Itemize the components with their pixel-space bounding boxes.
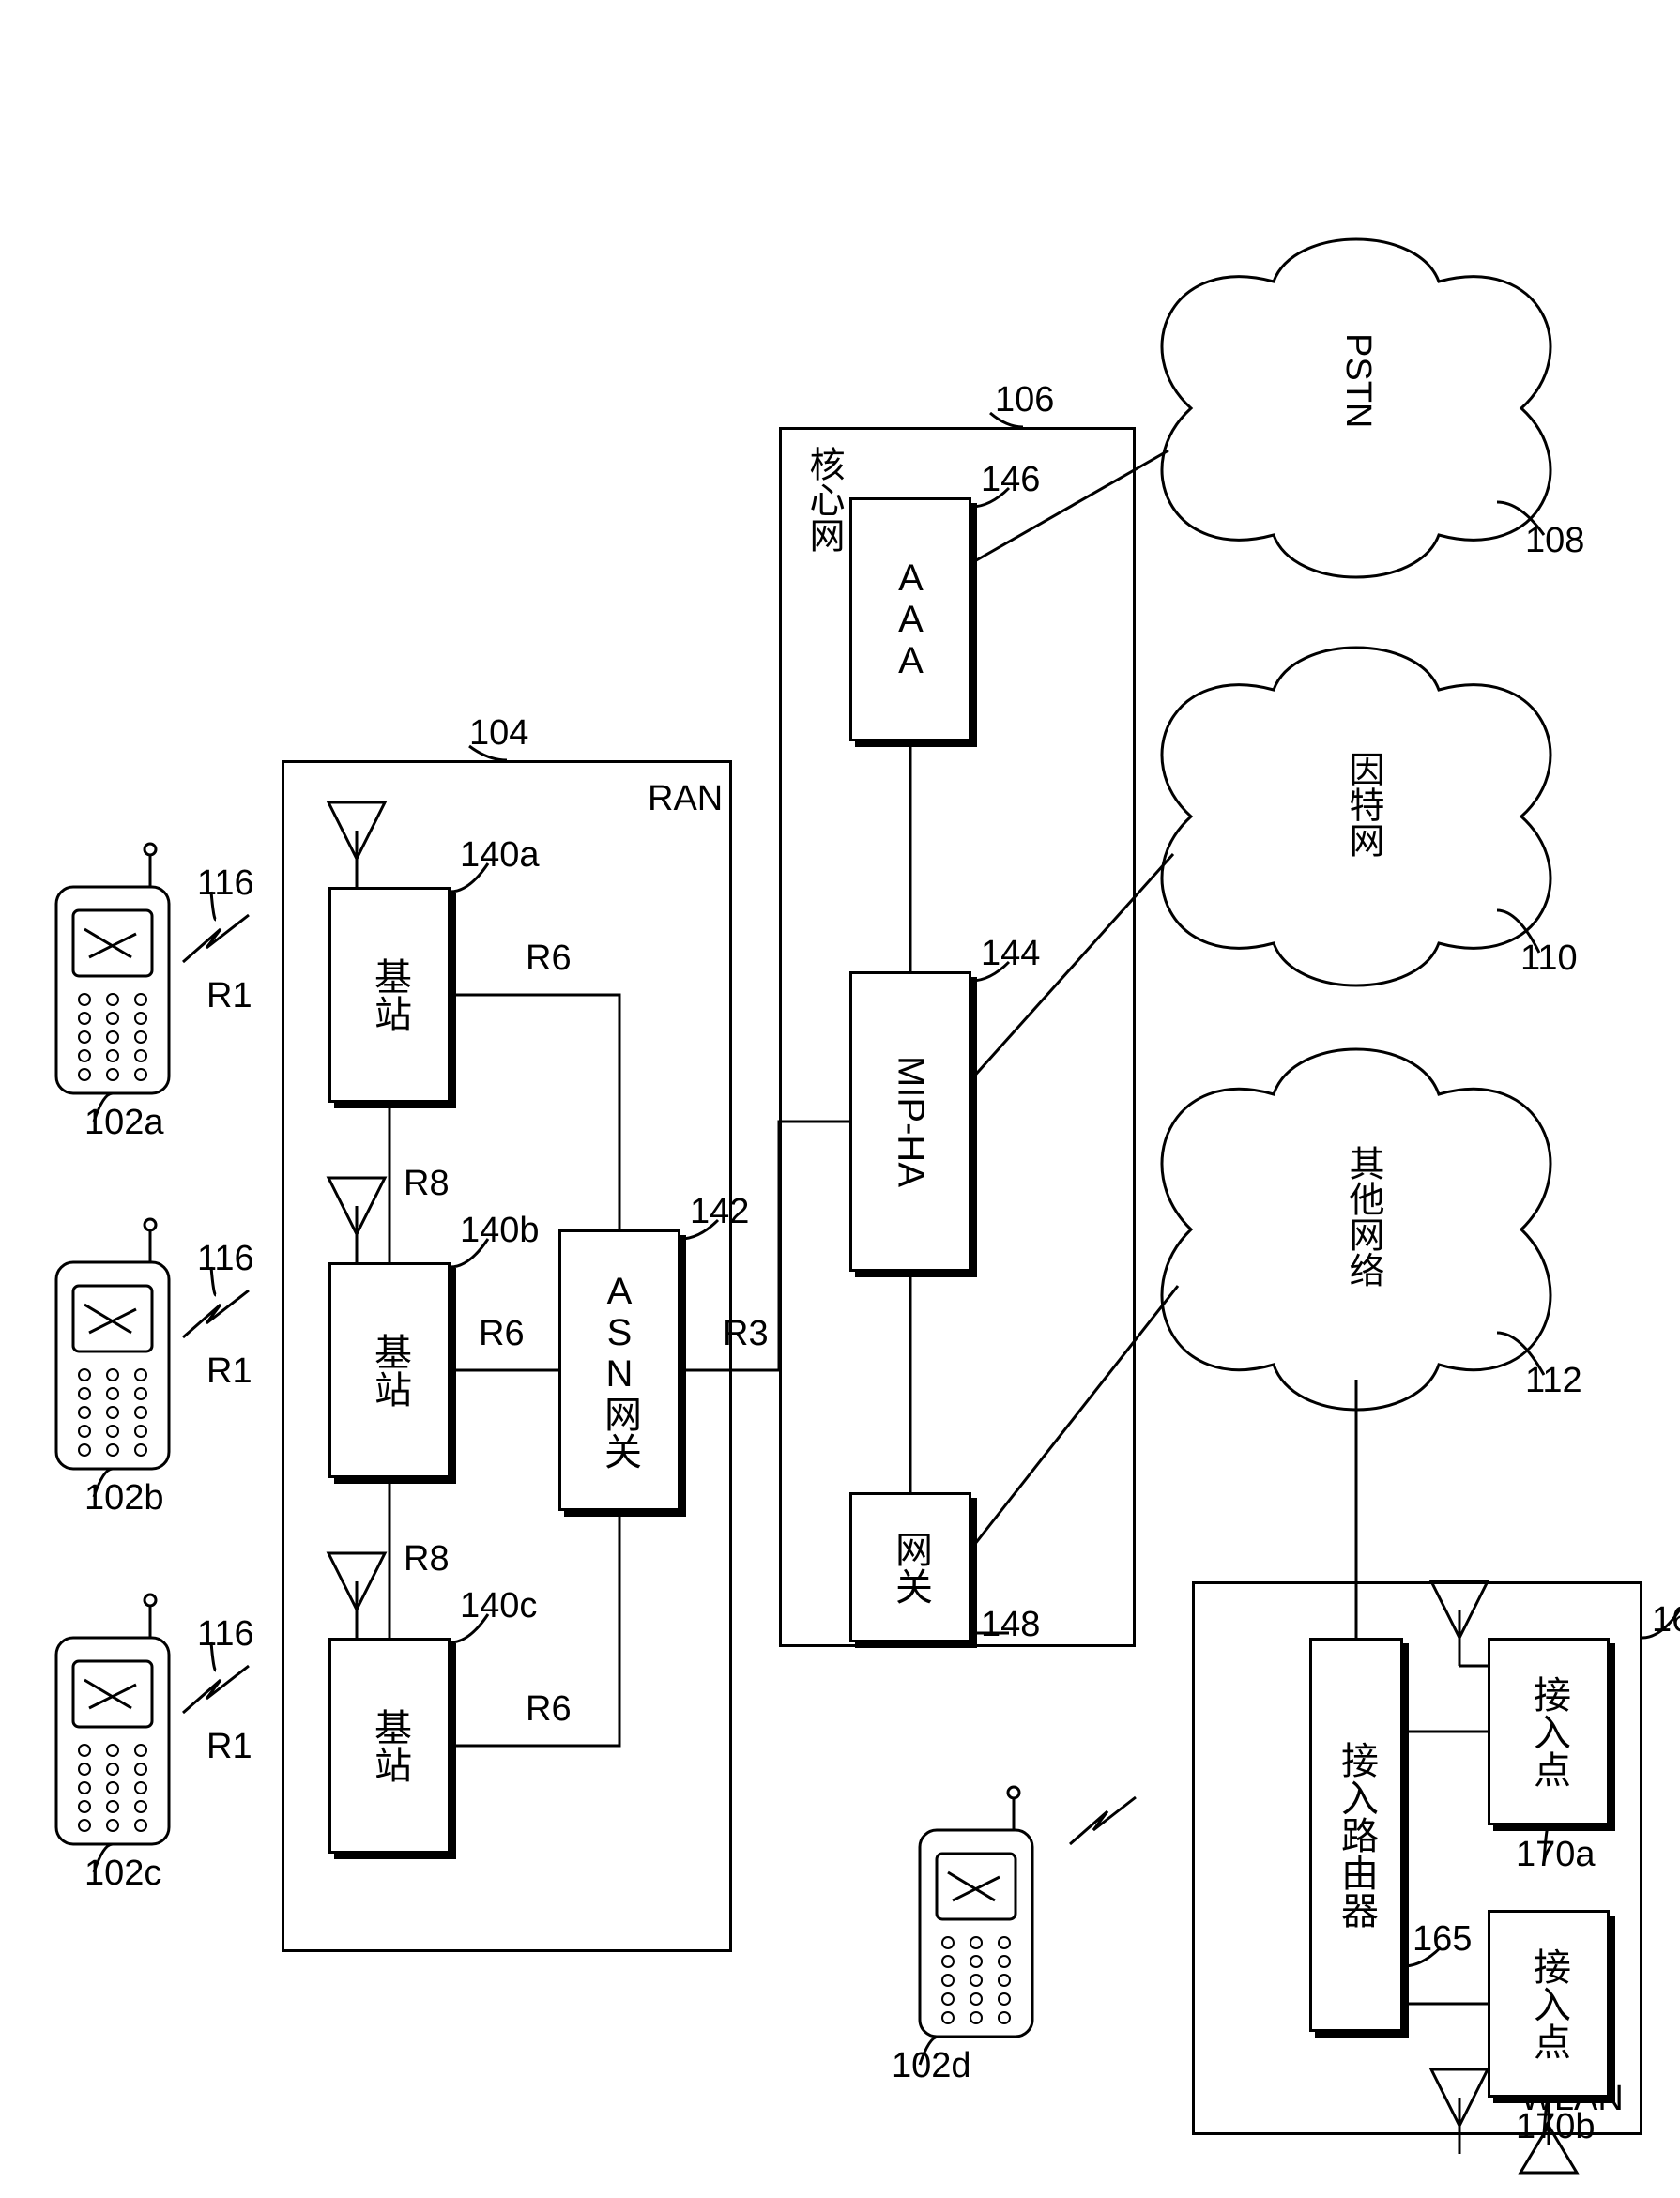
gateway-node: 网关	[849, 1492, 971, 1642]
phone-b-ref: 102b	[84, 1478, 164, 1519]
bs-a-label: 基站	[362, 957, 417, 1032]
aaa-ref: 146	[981, 460, 1040, 500]
bs-c-ref: 140c	[460, 1586, 537, 1626]
diagram-stage: RAN 104 核心网 106 WLAN 160 基站 基站 基站 ASN网关 …	[0, 0, 1680, 2198]
base-station-b: 基站	[328, 1262, 451, 1478]
gw-label: 网关	[883, 1530, 938, 1605]
other-net-label: 其他网络	[1337, 1145, 1389, 1288]
phone-d-ref: 102d	[892, 2046, 971, 2086]
access-point-a: 接入点	[1488, 1638, 1610, 1825]
edge-r8-1-label: R8	[404, 1164, 450, 1204]
core-ref: 106	[995, 380, 1054, 420]
edge-r6-2-label: R6	[479, 1314, 525, 1354]
mip-ha-node: MIP-HA	[849, 971, 971, 1272]
phone-a-ref: 102a	[84, 1103, 164, 1143]
base-station-c: 基站	[328, 1638, 451, 1854]
internet-ref: 110	[1520, 939, 1578, 979]
wlink-0-ref: 116	[197, 863, 254, 904]
asn-gw-label: ASN网关	[592, 1271, 647, 1470]
mip-ha-ref: 144	[981, 934, 1040, 974]
asn-gateway: ASN网关	[558, 1229, 680, 1511]
asn-gw-ref: 142	[690, 1192, 749, 1232]
internet-label: 因特网	[1337, 751, 1389, 858]
bs-c-label: 基站	[362, 1708, 417, 1783]
core-label: 核心网	[798, 446, 849, 553]
ran-label: RAN	[648, 779, 723, 819]
wlink-1-label: R1	[206, 1351, 252, 1392]
ran-ref: 104	[469, 713, 528, 754]
wlink-0-label: R1	[206, 976, 252, 1016]
edge-r8-2-label: R8	[404, 1539, 450, 1580]
aaa-node: AAA	[849, 497, 971, 741]
ap-b-ref: 170b	[1516, 2107, 1596, 2147]
edge-r6-1-label: R6	[526, 939, 572, 979]
ap-a-ref: 170a	[1516, 1835, 1596, 1875]
edge-r6-3-label: R6	[526, 1689, 572, 1730]
bs-a-ref: 140a	[460, 835, 540, 876]
wlink-2-label: R1	[206, 1727, 252, 1767]
bs-b-ref: 140b	[460, 1211, 540, 1251]
wlan-ref: 160	[1652, 1600, 1680, 1641]
edge-r3-label: R3	[723, 1314, 769, 1354]
ar-ref: 165	[1413, 1919, 1472, 1960]
ap-a-label: 接入点	[1521, 1675, 1576, 1788]
wlink-1-ref: 116	[197, 1239, 254, 1279]
mip-ha-label: MIP-HA	[890, 1056, 932, 1187]
pstn-label: PSTN	[1337, 333, 1378, 428]
phone-c-ref: 102c	[84, 1854, 161, 1894]
ap-b-label: 接入点	[1521, 1947, 1576, 2060]
ar-label: 接入路由器	[1329, 1741, 1383, 1929]
aaa-label: AAA	[890, 557, 932, 681]
other-net-ref: 112	[1525, 1361, 1582, 1401]
access-point-b: 接入点	[1488, 1910, 1610, 2098]
gw-ref: 148	[981, 1605, 1040, 1645]
pstn-ref: 108	[1525, 521, 1584, 561]
access-router: 接入路由器	[1309, 1638, 1403, 2032]
base-station-a: 基站	[328, 887, 451, 1103]
bs-b-label: 基站	[362, 1333, 417, 1408]
wlink-2-ref: 116	[197, 1614, 254, 1655]
